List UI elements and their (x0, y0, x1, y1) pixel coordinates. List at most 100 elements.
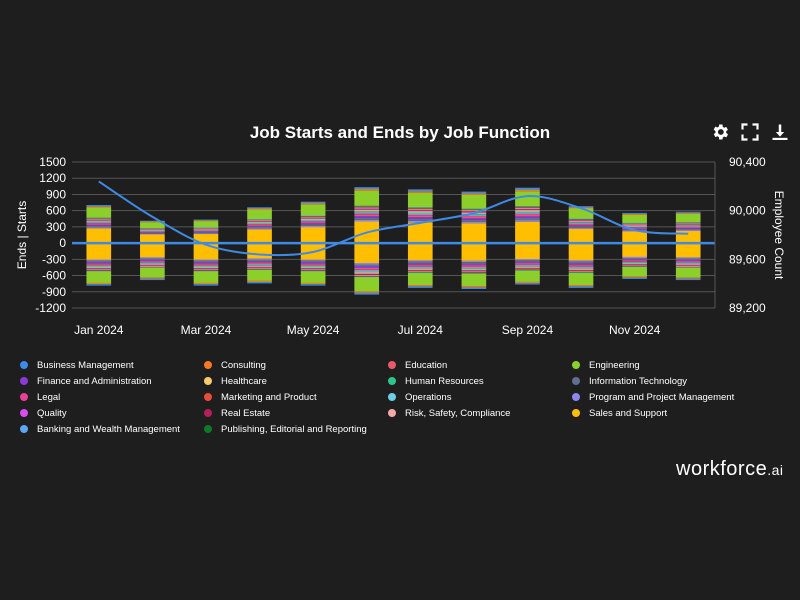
bar-segment[interactable] (140, 263, 165, 265)
bar-segment[interactable] (461, 269, 487, 271)
bar-segment[interactable] (675, 222, 701, 223)
bar-segment[interactable] (515, 221, 540, 244)
bar-segment[interactable] (247, 219, 272, 221)
bar-segment[interactable] (407, 212, 433, 214)
bar-segment[interactable] (622, 257, 647, 260)
bar-segment[interactable] (354, 189, 380, 191)
bar-segment[interactable] (515, 269, 540, 270)
bar-segment[interactable] (86, 270, 112, 272)
bar-segment[interactable] (675, 222, 701, 224)
gear-icon[interactable] (710, 122, 730, 142)
bar-segment[interactable] (86, 206, 112, 208)
bar-segment[interactable] (622, 261, 647, 263)
legend-item[interactable]: Business Management (20, 357, 204, 373)
bar-segment[interactable] (675, 228, 701, 231)
bar-segment[interactable] (407, 214, 433, 216)
bar-segment[interactable] (568, 272, 594, 286)
bar-segment[interactable] (407, 218, 433, 221)
bar-segment[interactable] (354, 206, 380, 208)
bar-segment[interactable] (461, 286, 487, 288)
bar-segment[interactable] (568, 266, 594, 268)
bar-segment[interactable] (140, 228, 165, 230)
bar-segment[interactable] (461, 218, 487, 220)
bar-segment[interactable] (675, 257, 701, 259)
bar-segment[interactable] (675, 230, 701, 231)
bar-segment[interactable] (86, 220, 112, 222)
bar-segment[interactable] (354, 211, 380, 213)
bar-segment[interactable] (193, 265, 219, 267)
bar-segment[interactable] (140, 231, 165, 233)
bar-segment[interactable] (140, 258, 165, 260)
bar-segment[interactable] (407, 272, 433, 286)
bar-segment[interactable] (86, 222, 112, 224)
bar-segment[interactable] (407, 217, 433, 219)
bar-segment[interactable] (300, 203, 326, 205)
bar-segment[interactable] (300, 268, 326, 269)
bar-segment[interactable] (622, 276, 647, 278)
bar-segment[interactable] (354, 291, 380, 293)
legend-item[interactable]: Banking and Wealth Management (20, 421, 204, 437)
bar-segment[interactable] (354, 292, 380, 295)
bar-segment[interactable] (622, 262, 647, 264)
bar-segment[interactable] (86, 284, 112, 286)
legend-item[interactable]: Marketing and Product (204, 389, 388, 405)
bar-segment[interactable] (568, 272, 594, 273)
bar-segment[interactable] (515, 206, 540, 207)
bar-segment[interactable] (300, 204, 326, 216)
bar-segment[interactable] (140, 232, 165, 233)
bar-segment[interactable] (247, 269, 272, 270)
bar-segment[interactable] (193, 262, 219, 264)
bar-segment[interactable] (354, 273, 380, 275)
bar-segment[interactable] (407, 268, 433, 270)
bar-segment[interactable] (354, 190, 380, 206)
bar-segment[interactable] (193, 264, 219, 266)
bar-segment[interactable] (515, 212, 540, 214)
bar-segment[interactable] (300, 269, 326, 271)
bar-segment[interactable] (300, 282, 326, 285)
legend-item[interactable]: Program and Project Management (572, 389, 772, 405)
bar-segment[interactable] (300, 225, 326, 228)
bar-segment[interactable] (86, 222, 112, 223)
bar-segment[interactable] (354, 272, 380, 274)
bar-segment[interactable] (140, 261, 165, 263)
bar-segment[interactable] (675, 222, 701, 224)
bar-segment[interactable] (300, 221, 326, 223)
bar-segment[interactable] (407, 270, 433, 272)
bar-segment[interactable] (568, 206, 594, 208)
bar-segment[interactable] (675, 227, 701, 228)
bar-segment[interactable] (193, 267, 219, 269)
bar-segment[interactable] (461, 273, 487, 274)
bar-segment[interactable] (193, 266, 219, 268)
bar-segment[interactable] (247, 282, 272, 284)
bar-segment[interactable] (675, 264, 701, 266)
bar-segment[interactable] (247, 264, 272, 266)
bar-segment[interactable] (140, 229, 165, 230)
bar-segment[interactable] (568, 218, 594, 220)
bar-segment[interactable] (515, 210, 540, 212)
bar-segment[interactable] (515, 206, 540, 208)
bar-segment[interactable] (515, 207, 540, 209)
bar-segment[interactable] (86, 224, 112, 226)
bar-segment[interactable] (515, 270, 540, 282)
bar-segment[interactable] (86, 219, 112, 220)
bar-segment[interactable] (515, 187, 540, 190)
bar-segment[interactable] (568, 227, 594, 229)
bar-segment[interactable] (193, 233, 219, 235)
bar-segment[interactable] (140, 257, 165, 259)
bar-segment[interactable] (675, 267, 701, 268)
bar-segment[interactable] (675, 225, 701, 226)
bar-segment[interactable] (675, 260, 701, 262)
bar-segment[interactable] (247, 219, 272, 220)
bar-segment[interactable] (300, 224, 326, 226)
bar-segment[interactable] (354, 276, 380, 278)
bar-segment[interactable] (247, 224, 272, 225)
bar-segment[interactable] (86, 270, 112, 271)
bar-segment[interactable] (354, 267, 380, 270)
bar-segment[interactable] (622, 223, 647, 225)
bar-segment[interactable] (407, 209, 433, 210)
bar-segment[interactable] (140, 243, 165, 258)
bar-segment[interactable] (193, 271, 219, 283)
bar-segment[interactable] (354, 219, 380, 222)
bar-segment[interactable] (675, 224, 701, 225)
bar-segment[interactable] (515, 281, 540, 284)
